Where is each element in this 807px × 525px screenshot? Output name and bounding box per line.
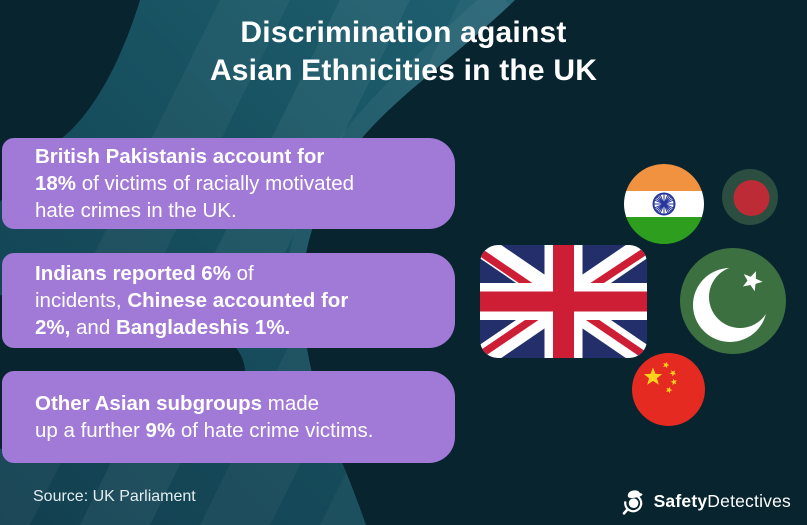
stat-card-british-pakistanis: British Pakistanis account for 18% of vic…	[2, 138, 455, 229]
pakistan-flag-icon	[680, 248, 786, 354]
china-flag-icon	[632, 353, 705, 426]
ashoka-chakra-icon	[652, 192, 676, 216]
source-credit: Source: UK Parliament	[33, 488, 196, 505]
stat-card-other-asian-subgroups: Other Asian subgroups made up a further 9…	[2, 371, 455, 463]
page-title: Discrimination against Asian Ethnicities…	[0, 14, 807, 90]
china-stars-icon	[643, 361, 677, 394]
detective-icon	[622, 489, 642, 515]
title-line-1: Discrimination against	[240, 16, 567, 49]
stat-card-indians-chinese-bangladeshis: Indians reported 6% of incidents, Chinese…	[2, 253, 455, 348]
crescent-star-icon	[693, 266, 771, 342]
title-line-2: Asian Ethnicities in the UK	[209, 54, 598, 87]
bangladesh-flag-icon	[722, 169, 778, 225]
stat-text-other-asian-subgroups: Other Asian subgroups made up a further 9…	[35, 392, 374, 442]
uk-flag-icon	[480, 245, 647, 358]
brand-name-regular: Detectives	[707, 490, 791, 511]
india-flag-icon	[624, 164, 704, 244]
brand-name: SafetyDetectives	[654, 491, 791, 512]
stat-text-indians-chinese-bangladeshis: Indians reported 6% of incidents, Chinese…	[35, 262, 349, 339]
brand-name-bold: Safety	[653, 490, 708, 511]
stat-text-british-pakistanis: British Pakistanis account for 18% of vic…	[35, 145, 355, 222]
brand-logo: SafetyDetectives	[622, 486, 791, 516]
